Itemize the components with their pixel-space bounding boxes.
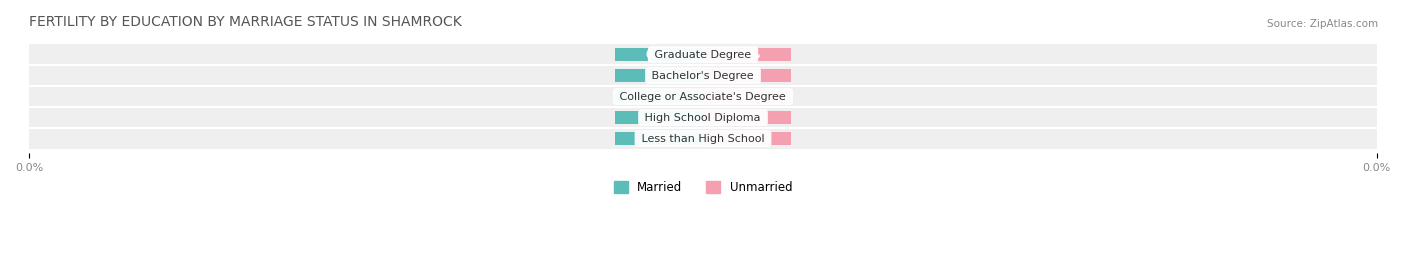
Text: 0.0%: 0.0% [645, 133, 672, 144]
Bar [616, 132, 703, 145]
Bar [616, 90, 703, 103]
Bar [616, 69, 703, 82]
Text: 0.0%: 0.0% [734, 91, 761, 102]
Text: College or Associate's Degree: College or Associate's Degree [616, 91, 790, 102]
Bar [703, 69, 790, 82]
Bar [30, 65, 1376, 86]
Text: Source: ZipAtlas.com: Source: ZipAtlas.com [1267, 19, 1378, 29]
Bar [616, 111, 703, 124]
Bar [30, 44, 1376, 65]
Bar [703, 90, 790, 103]
Text: Bachelor's Degree: Bachelor's Degree [648, 70, 758, 81]
Text: Less than High School: Less than High School [638, 133, 768, 144]
Text: 0.0%: 0.0% [645, 49, 672, 59]
Bar [616, 48, 703, 61]
Bar [703, 48, 790, 61]
Text: 0.0%: 0.0% [734, 49, 761, 59]
Legend: Married, Unmarried: Married, Unmarried [609, 176, 797, 198]
Text: 0.0%: 0.0% [645, 91, 672, 102]
Text: High School Diploma: High School Diploma [641, 112, 765, 123]
Bar [30, 86, 1376, 107]
Bar [703, 132, 790, 145]
Text: 0.0%: 0.0% [734, 133, 761, 144]
Text: Graduate Degree: Graduate Degree [651, 49, 755, 59]
Bar [703, 111, 790, 124]
Text: 0.0%: 0.0% [645, 70, 672, 81]
Bar [30, 128, 1376, 149]
Text: 0.0%: 0.0% [734, 112, 761, 123]
Text: 0.0%: 0.0% [645, 112, 672, 123]
Text: FERTILITY BY EDUCATION BY MARRIAGE STATUS IN SHAMROCK: FERTILITY BY EDUCATION BY MARRIAGE STATU… [30, 15, 463, 29]
Bar [30, 107, 1376, 128]
Text: 0.0%: 0.0% [734, 70, 761, 81]
